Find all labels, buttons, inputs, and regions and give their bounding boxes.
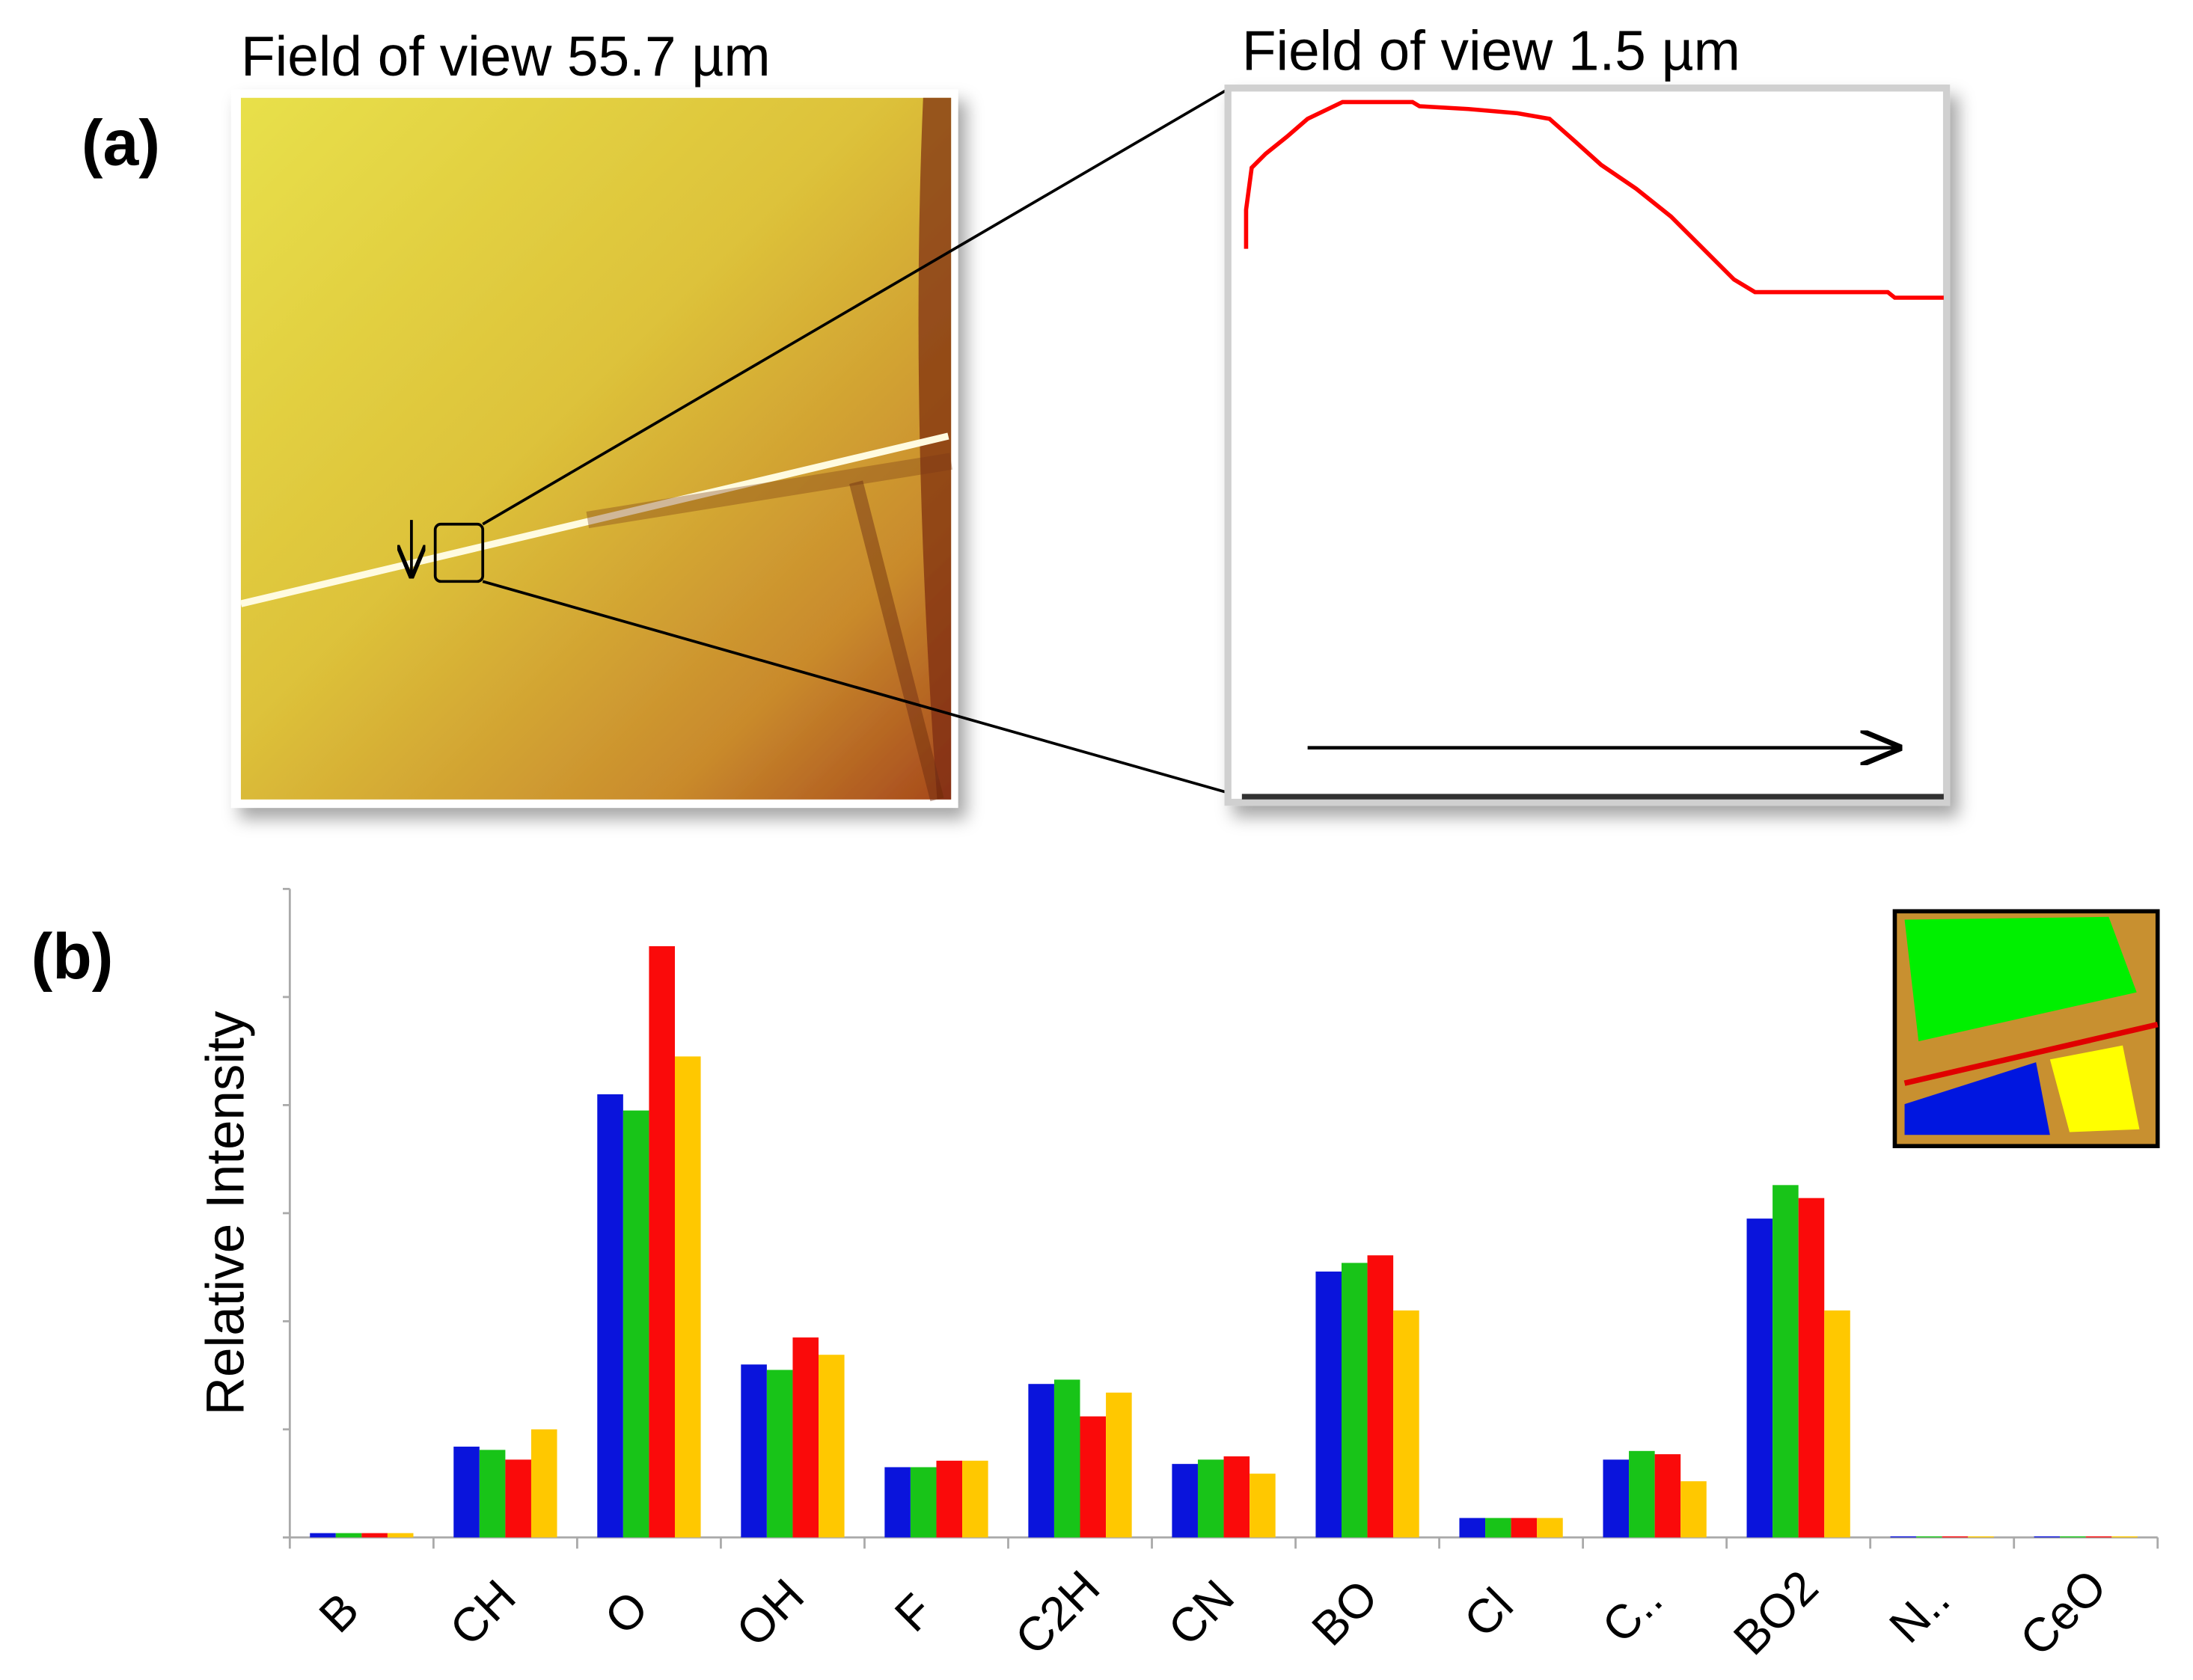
bar — [741, 1364, 767, 1537]
bar — [1968, 1536, 1994, 1537]
bar — [1891, 1536, 1917, 1537]
bar — [1342, 1263, 1368, 1537]
bar — [2111, 1536, 2138, 1537]
bar — [1655, 1454, 1681, 1537]
x-tick-label: C2H — [1005, 1560, 1110, 1665]
bar — [1916, 1536, 1942, 1537]
bar — [819, 1355, 845, 1537]
bar — [1942, 1536, 1969, 1537]
bar — [1028, 1384, 1054, 1537]
bar — [1172, 1464, 1198, 1537]
x-tick-label: Cl — [1454, 1578, 1523, 1648]
bar — [623, 1111, 649, 1538]
bar — [597, 1094, 623, 1537]
x-tick-label: BO — [1302, 1570, 1388, 1656]
x-tick-label: B — [309, 1583, 369, 1643]
bar — [1824, 1310, 1850, 1537]
x-tick-label: C.. — [1592, 1572, 1673, 1653]
bar-chart: B CH O OH F C2H CN BO Cl C.. BO2 N.. CeO — [283, 889, 2158, 1666]
bar — [453, 1447, 480, 1537]
y-axis-label: Relative Intensity — [197, 1011, 256, 1415]
bar — [480, 1450, 506, 1537]
x-tick-label: F — [885, 1584, 943, 1642]
bar — [310, 1533, 336, 1538]
bar — [2034, 1536, 2061, 1537]
bar — [1799, 1198, 1825, 1538]
bar — [1485, 1518, 1511, 1537]
bar — [1537, 1518, 1563, 1537]
bar — [2086, 1536, 2112, 1537]
bar — [792, 1337, 819, 1537]
x-tick-label: N.. — [1880, 1572, 1960, 1653]
bar — [1747, 1218, 1773, 1537]
bar — [336, 1533, 362, 1538]
bar — [531, 1429, 557, 1538]
bar — [1511, 1518, 1538, 1537]
x-tick-label: BO2 — [1723, 1560, 1828, 1665]
bar — [2060, 1536, 2086, 1537]
bar — [1054, 1379, 1080, 1537]
inset-map — [1894, 911, 2157, 1146]
sample-image — [231, 90, 958, 808]
bar — [388, 1533, 414, 1538]
bar — [884, 1467, 911, 1537]
bar — [936, 1461, 962, 1538]
x-tick-label: CH — [440, 1570, 526, 1656]
bar — [1106, 1393, 1132, 1538]
bar — [1629, 1451, 1655, 1538]
bar — [911, 1467, 937, 1537]
panel-label: (a) — [82, 107, 160, 179]
bar — [505, 1459, 531, 1537]
bar — [361, 1533, 388, 1538]
x-tick-label: OH — [727, 1569, 815, 1657]
bar — [1680, 1481, 1707, 1537]
x-tick-label: CN — [1158, 1570, 1244, 1656]
bar — [1315, 1272, 1342, 1537]
bar — [767, 1370, 793, 1537]
zoom-image — [1228, 88, 1946, 803]
x-tick-label: O — [595, 1581, 658, 1644]
bar — [1224, 1456, 1250, 1537]
image-title: Field of view 1.5 µm — [1242, 19, 1740, 82]
bar — [1080, 1417, 1107, 1538]
image-title: Field of view 55.7 µm — [241, 25, 771, 88]
panel-label: (b) — [31, 921, 114, 993]
figure: (a) (b) Field of view 55.7 µm Field of v… — [0, 0, 2193, 1680]
bar — [1250, 1474, 1276, 1537]
bar — [1603, 1459, 1629, 1537]
bar — [962, 1461, 988, 1538]
bar — [1393, 1310, 1419, 1537]
x-tick-label: CeO — [2010, 1560, 2117, 1667]
bar — [1459, 1518, 1485, 1537]
bar — [675, 1056, 701, 1537]
bar — [1368, 1255, 1394, 1537]
bar — [1198, 1459, 1224, 1537]
bar — [1773, 1185, 1799, 1537]
bar — [649, 946, 675, 1537]
